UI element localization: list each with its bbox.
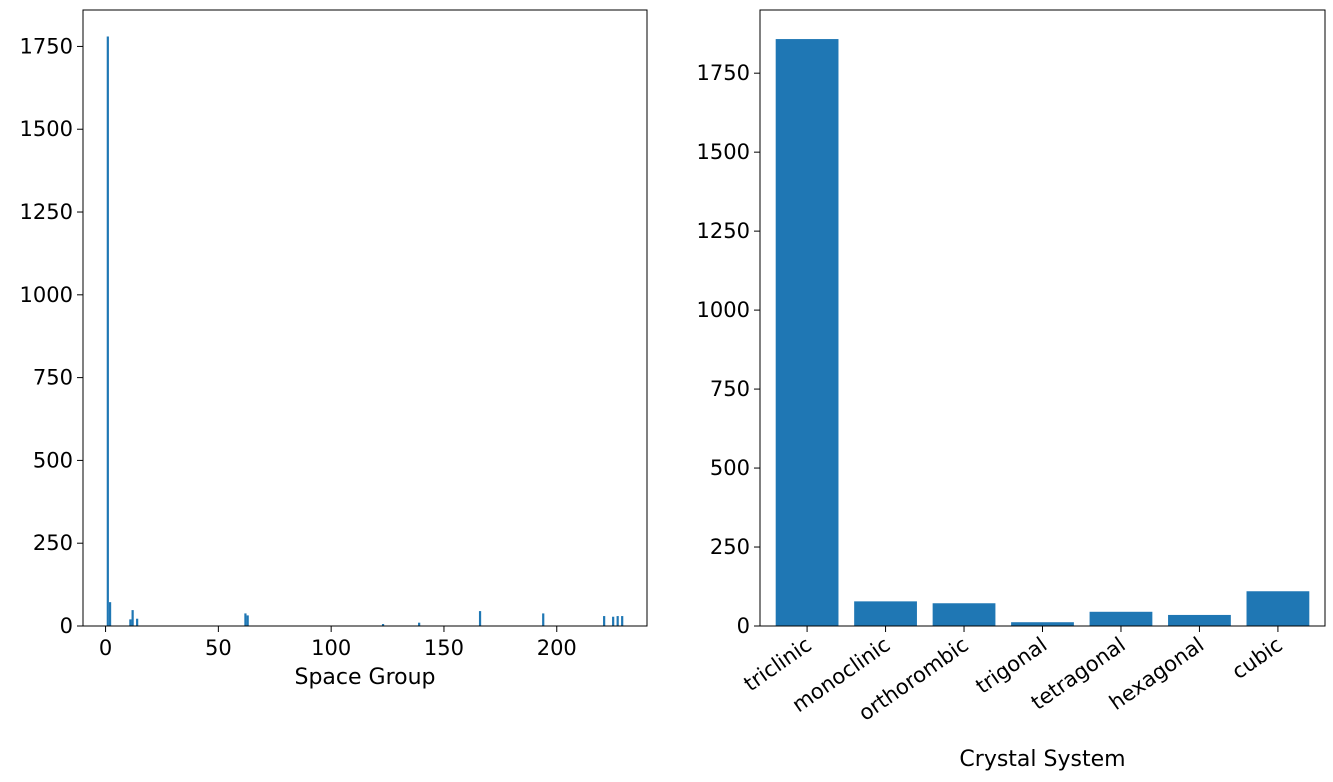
y-tick-label: 1750	[697, 61, 750, 85]
bar-space-group-166	[478, 611, 482, 626]
bar-space-group-1	[106, 36, 109, 626]
space-group-y-ticks: 0 250 500 750 1000 1250 1500 1750	[20, 34, 83, 638]
y-tick-label: 1000	[20, 283, 73, 307]
bar-space-group-12	[131, 610, 134, 626]
bar-space-group-11	[129, 619, 132, 626]
bar-space-group-63	[246, 615, 249, 626]
space-group-x-ticks: 0 50 100 150 200	[99, 626, 577, 660]
bar-cubic	[1246, 591, 1310, 626]
bar-space-group-194	[542, 613, 545, 626]
y-tick-label: 1250	[697, 219, 750, 243]
space-group-bars	[106, 36, 624, 626]
space-group-x-axis-label: Space Group	[294, 665, 435, 690]
x-tick-label: 200	[537, 636, 577, 660]
bar-monoclinic	[854, 601, 917, 626]
x-tick-label: 150	[424, 636, 464, 660]
y-tick-label: 250	[710, 535, 750, 559]
y-tick-label: 750	[710, 377, 750, 401]
crystal-system-bars	[775, 39, 1310, 627]
x-tick-label: 50	[205, 636, 232, 660]
bar-space-group-139	[418, 622, 421, 626]
bar-space-group-14	[136, 618, 139, 626]
bar-triclinic	[775, 39, 839, 627]
bar-space-group-221	[603, 616, 606, 626]
crystal-system-y-ticks: 0 250 500 750 1000 1250 1500 1750	[697, 61, 760, 638]
crystal-system-x-ticks: triclinicmonoclinicorthorombictrigonalte…	[739, 626, 1287, 726]
bar-space-group-2	[108, 602, 112, 626]
x-tick-label: 0	[99, 636, 112, 660]
bar-space-group-229	[621, 616, 624, 626]
bar-tetragonal	[1089, 611, 1153, 626]
bar-space-group-123	[381, 624, 385, 626]
bar-orthorombic	[932, 603, 996, 626]
bar-space-group-227	[616, 616, 619, 626]
y-tick-label: 1500	[697, 140, 750, 164]
y-tick-label: 0	[60, 614, 73, 638]
y-tick-label: 500	[33, 448, 73, 472]
crystal-system-chart: triclinicmonoclinicorthorombictrigonalte…	[697, 9, 1326, 772]
y-tick-label: 0	[737, 614, 750, 638]
y-tick-label: 750	[33, 366, 73, 390]
crystal-system-plot-frame	[759, 9, 1326, 627]
bar-space-group-225	[612, 616, 615, 626]
y-tick-label: 1250	[20, 200, 73, 224]
bar-trigonal	[1011, 622, 1074, 626]
bar-space-group-62	[244, 613, 247, 626]
y-tick-label: 1000	[697, 298, 750, 322]
y-tick-label: 1500	[20, 117, 73, 141]
space-group-chart: 0 50 100 150 200 02505007501000125015001750 …	[20, 9, 648, 690]
y-tick-label: 1750	[20, 34, 73, 58]
y-tick-label: 500	[710, 456, 750, 480]
x-tick-label: 100	[311, 636, 351, 660]
crystal-system-x-axis-label: Crystal System	[959, 747, 1125, 772]
bar-hexagonal	[1168, 614, 1231, 626]
space-group-plot-frame	[82, 9, 648, 627]
x-tick-label-cubic: cubic	[1227, 632, 1286, 684]
y-tick-label: 250	[33, 531, 73, 555]
